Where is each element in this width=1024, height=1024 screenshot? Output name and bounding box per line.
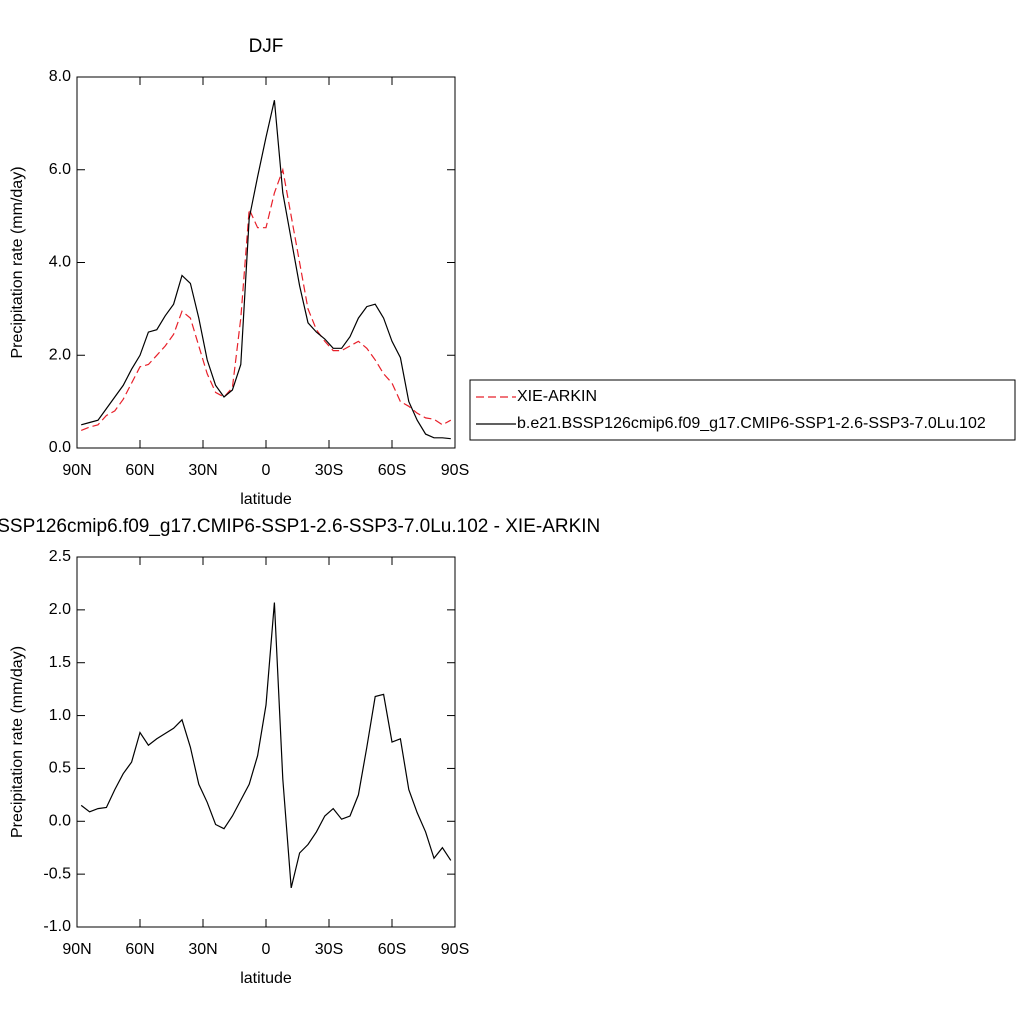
x-tick-label: 60N [125, 462, 154, 479]
y-tick-label: 1.5 [49, 654, 71, 671]
y-tick-label: 0.0 [49, 439, 71, 456]
y-tick-label: 0.5 [49, 760, 71, 777]
x-tick-label: 30S [315, 462, 343, 479]
y-tick-label: 2.0 [49, 346, 71, 363]
x-tick-label: 30N [188, 941, 217, 958]
y-axis-label: Precipitation rate (mm/day) [9, 646, 26, 838]
legend-label: XIE-ARKIN [517, 388, 597, 405]
chart-title: DJF [249, 36, 284, 57]
x-tick-label: 90N [62, 941, 91, 958]
y-tick-label: -1.0 [43, 918, 71, 935]
x-tick-label: 30S [315, 941, 343, 958]
y-tick-label: -0.5 [43, 865, 71, 882]
plot-frame [76, 556, 456, 928]
x-tick-label: 90N [62, 462, 91, 479]
x-tick-label: 90S [441, 941, 469, 958]
x-axis-label: latitude [240, 491, 292, 508]
x-tick-label: 60N [125, 941, 154, 958]
legend-label: b.e21.BSSP126cmip6.f09_g17.CMIP6-SSP1-2.… [517, 415, 986, 432]
x-tick-label: 60S [378, 941, 406, 958]
x-axis-label: latitude [240, 970, 292, 987]
legend-box [469, 379, 1016, 441]
data-line [81, 100, 451, 440]
data-line [80, 602, 452, 889]
y-tick-label: 2.0 [49, 601, 71, 618]
x-tick-label: 30N [188, 462, 217, 479]
x-tick-label: 0 [262, 941, 271, 958]
y-tick-label: 1.0 [49, 707, 71, 724]
y-tick-label: 0.0 [49, 813, 71, 830]
y-tick-label: 4.0 [49, 254, 71, 271]
x-tick-label: 90S [441, 462, 469, 479]
y-axis-label: Precipitation rate (mm/day) [9, 166, 26, 358]
data-line [80, 167, 452, 431]
y-tick-label: 2.5 [49, 548, 71, 565]
x-tick-label: 60S [378, 462, 406, 479]
y-tick-label: 6.0 [49, 161, 71, 178]
plot-frame [76, 76, 456, 449]
chart-title: b.e21.BSSP126cmip6.f09_g17.CMIP6-SSP1-2.… [0, 516, 600, 537]
y-tick-label: 8.0 [49, 68, 71, 85]
x-tick-label: 0 [262, 462, 271, 479]
